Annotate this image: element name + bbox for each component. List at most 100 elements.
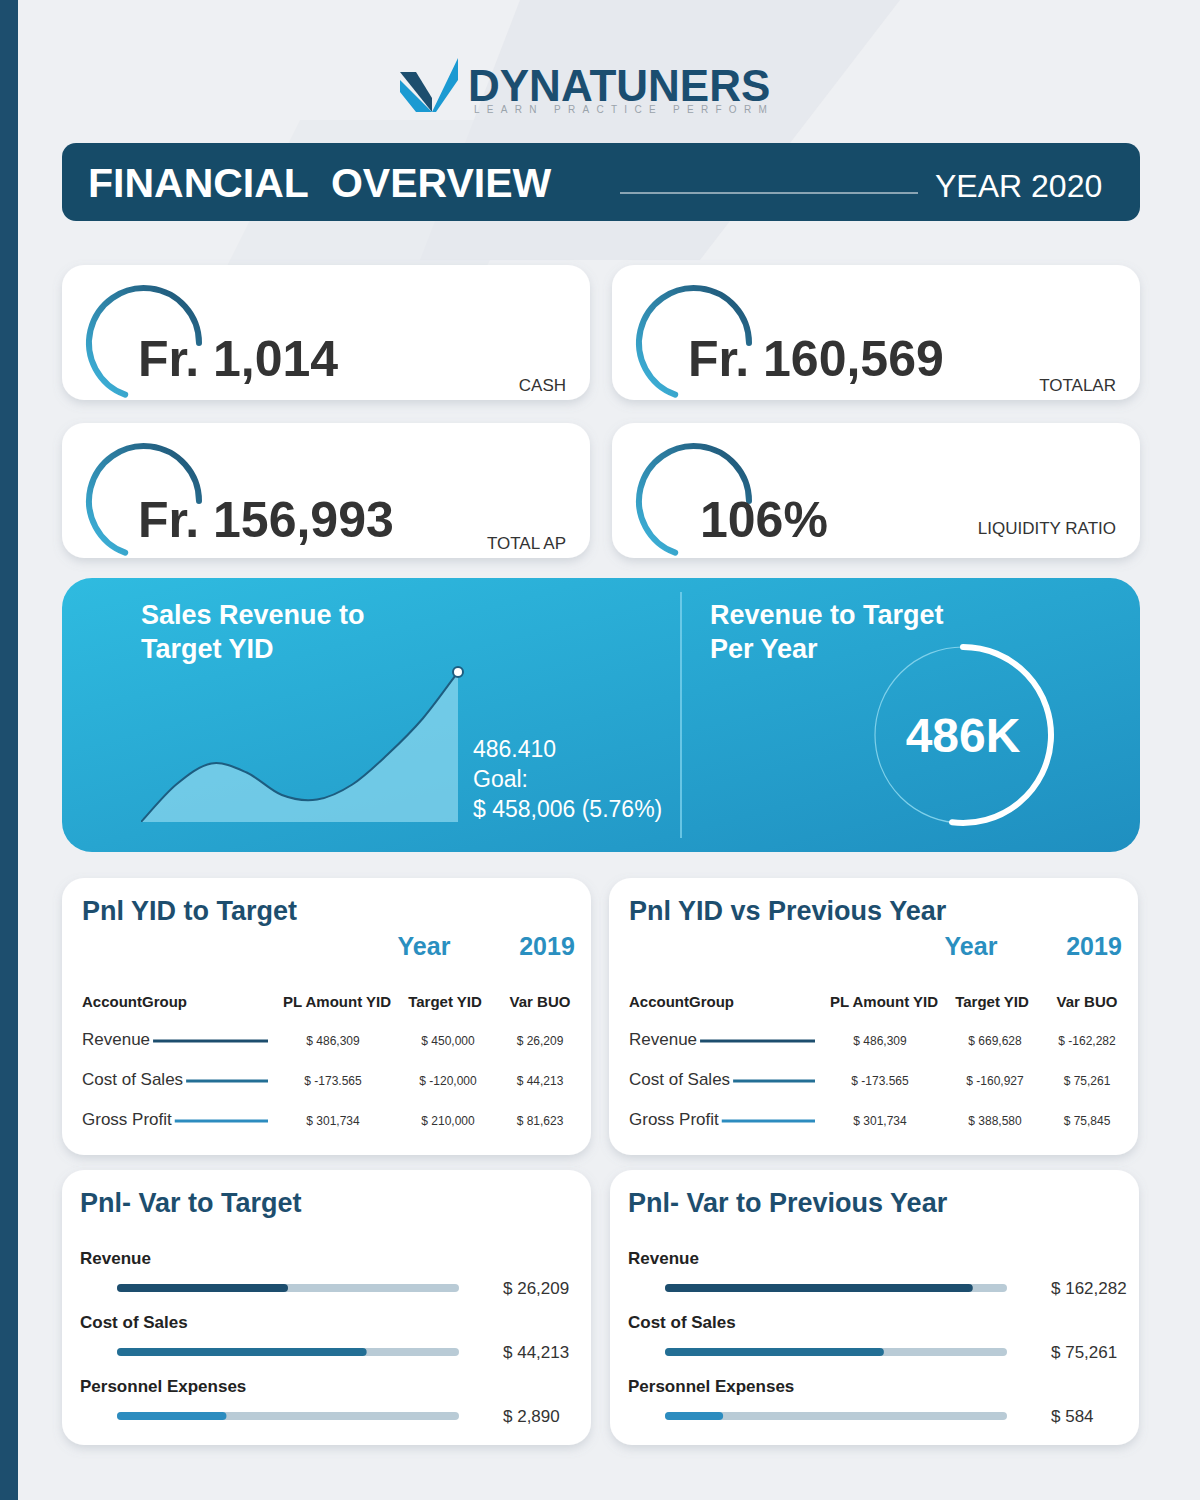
row-label: Revenue xyxy=(629,1030,697,1049)
cell: $ 669,628 xyxy=(968,1034,1022,1048)
cell: $ 81,623 xyxy=(517,1114,564,1128)
cell: $ 75,261 xyxy=(1064,1074,1111,1088)
variance-label: Personnel Expenses xyxy=(80,1377,246,1396)
row-rule xyxy=(722,1120,815,1123)
cell: $ 486,309 xyxy=(306,1034,360,1048)
column-header: PL Amount YID xyxy=(283,993,391,1010)
variance-label: Revenue xyxy=(628,1249,699,1268)
cell: $ 486,309 xyxy=(853,1034,907,1048)
column-header: PL Amount YID xyxy=(830,993,938,1010)
table-title: Pnl YID vs Previous Year xyxy=(629,896,947,926)
cell: $ 388,580 xyxy=(968,1114,1022,1128)
variance-amount: $ 44,213 xyxy=(503,1343,569,1362)
kpi-value: Fr. 1,014 xyxy=(138,331,338,387)
kpi-value: 106% xyxy=(700,492,828,548)
cell: $ 450,000 xyxy=(421,1034,475,1048)
cell: $ -173.565 xyxy=(851,1074,909,1088)
cell: $ 301,734 xyxy=(306,1114,360,1128)
bar-fill xyxy=(117,1348,367,1356)
cell: $ 26,209 xyxy=(517,1034,564,1048)
bar-fill xyxy=(117,1284,288,1292)
area-fill xyxy=(141,672,458,822)
kpi-value: Fr. 156,993 xyxy=(138,492,394,548)
cell: $ 44,213 xyxy=(517,1074,564,1088)
column-header: AccountGroup xyxy=(82,993,187,1010)
gauge-track xyxy=(875,647,1051,823)
kpi-card xyxy=(612,423,1140,558)
sales-panel xyxy=(62,578,1140,852)
background xyxy=(0,0,1200,1500)
bar-track xyxy=(665,1348,1007,1356)
chart-title: Sales Revenue toTarget YID xyxy=(141,600,365,664)
variance-card xyxy=(610,1170,1139,1445)
column-header: Target YID xyxy=(955,993,1029,1010)
row-label: Gross Profit xyxy=(629,1110,719,1129)
variance-card xyxy=(62,1170,591,1445)
page: DYNATUNERSLEARN PRACTICE PERFORM FINANCIA… xyxy=(0,0,1200,1500)
bar-fill xyxy=(665,1412,723,1420)
variance-title: Pnl- Var to Previous Year xyxy=(628,1188,948,1218)
brand-tagline: LEARN PRACTICE PERFORM xyxy=(474,104,774,115)
row-rule xyxy=(175,1120,268,1123)
cell: $ -162,282 xyxy=(1058,1034,1116,1048)
end-point xyxy=(453,667,463,677)
table-title: Pnl YID to Target xyxy=(82,896,297,926)
side-stripe xyxy=(0,0,18,1500)
kpi-label: CASH xyxy=(519,376,566,395)
bar-track xyxy=(117,1284,459,1292)
column-header: Var BUO xyxy=(510,993,571,1010)
kpi-value: Fr. 160,569 xyxy=(688,331,944,387)
cell: $ -173.565 xyxy=(304,1074,362,1088)
kpi-card xyxy=(62,265,590,400)
row-rule xyxy=(733,1080,815,1083)
column-header: AccountGroup xyxy=(629,993,734,1010)
table-card xyxy=(62,878,591,1155)
cell: $ -120,000 xyxy=(419,1074,477,1088)
kpi-label: TOTAL AP xyxy=(487,534,566,553)
bar-track xyxy=(117,1348,459,1356)
bar-fill xyxy=(665,1348,884,1356)
bar-track xyxy=(665,1412,1007,1420)
bar-track xyxy=(665,1284,1007,1292)
cell: $ 210,000 xyxy=(421,1114,475,1128)
annotation: $ 458,006 (5.76%) xyxy=(473,796,662,822)
variance-amount: $ 26,209 xyxy=(503,1279,569,1298)
cell: $ -160,927 xyxy=(966,1074,1024,1088)
bar-track xyxy=(117,1412,459,1420)
text-line: Revenue to Target xyxy=(710,600,944,630)
variance-label: Cost of Sales xyxy=(628,1313,736,1332)
kpi-card xyxy=(612,265,1140,400)
area-line xyxy=(141,672,458,822)
row-label: Gross Profit xyxy=(82,1110,172,1129)
plot-area xyxy=(141,672,458,822)
header-bar xyxy=(62,143,1140,221)
variance-label: Revenue xyxy=(80,1249,151,1268)
panel-divider xyxy=(680,592,682,838)
brand-name: DYNATUNERS xyxy=(468,61,770,110)
table-card xyxy=(609,878,1138,1155)
row-rule xyxy=(153,1040,268,1043)
variance-label: Personnel Expenses xyxy=(628,1377,794,1396)
variance-title: Pnl- Var to Target xyxy=(80,1188,302,1218)
bar-fill xyxy=(117,1412,226,1420)
header-rule xyxy=(620,193,918,194)
row-rule xyxy=(700,1040,815,1043)
row-label: Cost of Sales xyxy=(82,1070,183,1089)
header-year: YEAR 2020 xyxy=(935,168,1102,204)
text-line: Per Year xyxy=(710,634,818,664)
variance-amount: $ 162,282 xyxy=(1051,1279,1127,1298)
kpi-label: TOTALAR xyxy=(1039,376,1116,395)
period-year: 2019 xyxy=(1066,932,1122,960)
period-label: Year xyxy=(945,932,998,960)
period-year: 2019 xyxy=(519,932,575,960)
variance-amount: $ 75,261 xyxy=(1051,1343,1117,1362)
cell: $ 75,845 xyxy=(1064,1114,1111,1128)
row-label: Revenue xyxy=(82,1030,150,1049)
kpi-card xyxy=(62,423,590,558)
column-header: Var BUO xyxy=(1057,993,1118,1010)
cell: $ 301,734 xyxy=(853,1114,907,1128)
column-header: Target YID xyxy=(408,993,482,1010)
text-line: Sales Revenue to xyxy=(141,600,365,630)
variance-amount: $ 584 xyxy=(1051,1407,1094,1426)
header-title: FINANCIAL OVERVIEW xyxy=(88,160,551,206)
